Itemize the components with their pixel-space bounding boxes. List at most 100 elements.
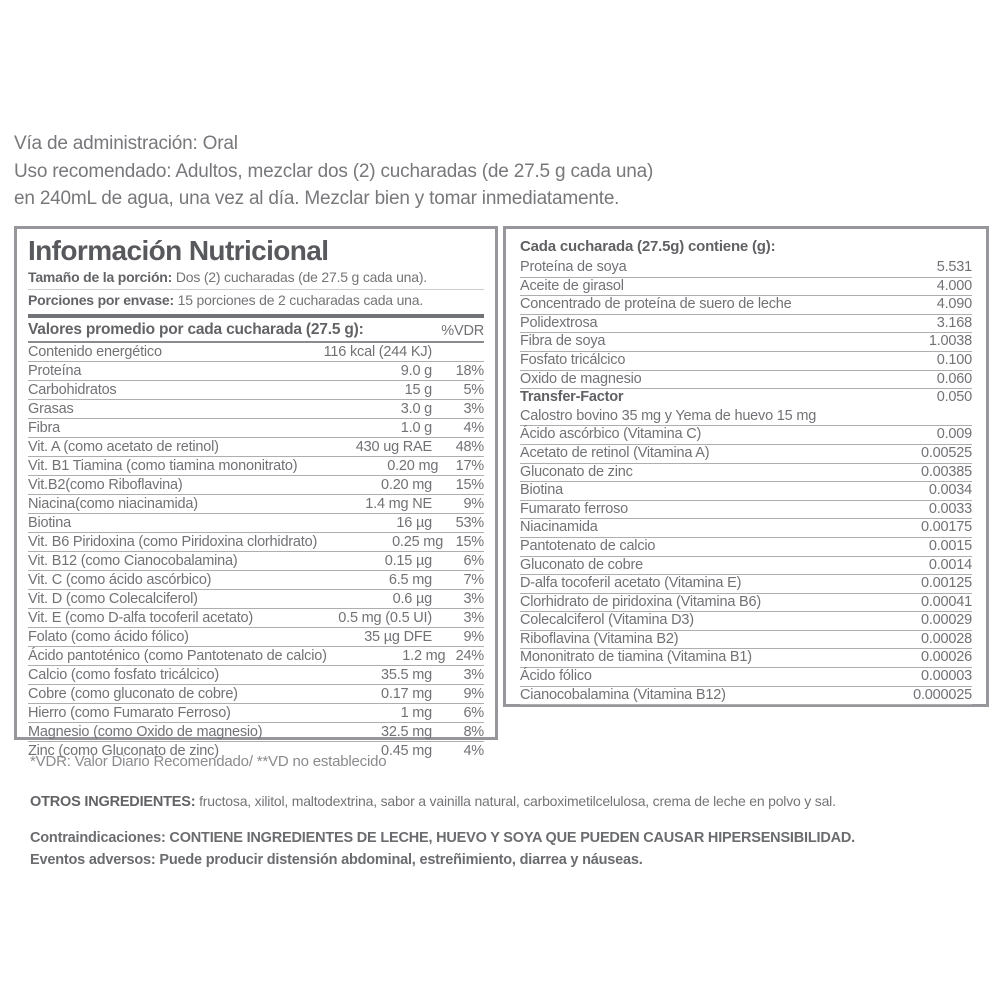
ingredient-grams: 0.060 bbox=[936, 370, 972, 387]
nutrient-row: Vit.B2(como Riboflavina) 0.20 mg 15% bbox=[28, 476, 484, 495]
nutrient-amount: 0.17 mg bbox=[381, 686, 432, 702]
ingredient-grams: 5.531 bbox=[936, 259, 972, 275]
ingredient-grams: 0.00003 bbox=[920, 668, 972, 685]
nutrient-name: Cobre (como gluconato de cobre) bbox=[28, 686, 238, 702]
nutrient-name: Magnesio (como Oxido de magnesio) bbox=[28, 724, 263, 740]
nutrient-amount: 116 kcal (244 KJ) bbox=[323, 344, 433, 360]
ingredient-grams: 0.050 bbox=[936, 389, 972, 406]
ingredient-name: Ácido fólico bbox=[520, 668, 592, 685]
serving-size-value: Dos (2) cucharadas (de 27.5 g cada una). bbox=[175, 269, 427, 285]
nutrient-amount: 15 g bbox=[404, 382, 433, 398]
ingredient-name: Acetato de retinol (Vitamina A) bbox=[520, 444, 710, 461]
nutrient-vdr-percent: 3% bbox=[463, 610, 484, 626]
nutrient-row: Hierro (como Fumarato Ferroso) 1 mg 6% bbox=[28, 704, 484, 723]
nutrient-vdr-percent: 7% bbox=[463, 572, 484, 588]
ingredient-row: Ácido fólico 0.00003 bbox=[520, 668, 972, 687]
nutrient-amount: 0.15 µg bbox=[384, 553, 432, 569]
adverse-events-text: Puede producir distensión abdominal, est… bbox=[155, 852, 643, 868]
ingredient-row: Clorhidrato de piridoxina (Vitamina B6) … bbox=[520, 594, 972, 613]
ingredient-name: Pantotenato de calcio bbox=[520, 537, 656, 554]
nutrient-row: Ácido pantoténico (como Pantotenato de c… bbox=[28, 647, 484, 666]
ingredient-row: Fibra de soya 1.0038 bbox=[520, 333, 972, 352]
nutrient-vdr-percent: 9% bbox=[463, 686, 484, 702]
ingredient-name: Gluconato de cobre bbox=[520, 556, 643, 573]
ingredient-name: Fibra de soya bbox=[520, 333, 606, 350]
ingredient-grams: 0.0033 bbox=[928, 500, 972, 517]
ingredient-grams: 0.100 bbox=[936, 351, 972, 368]
ingredient-name: Riboflavina (Vitamina B2) bbox=[520, 630, 679, 647]
nutrient-name: Vit. B12 (como Cianocobalamina) bbox=[28, 553, 238, 569]
nutrient-vdr-percent: 3% bbox=[463, 591, 484, 607]
servings-per-container-label: Porciones por envase: bbox=[28, 292, 174, 308]
nutrient-row: Vit. C (como ácido ascórbico) 6.5 mg 7% bbox=[28, 571, 484, 590]
nutrient-amount: 430 ug RAE bbox=[355, 439, 432, 455]
nutrient-amount: 35 µg DFE bbox=[364, 629, 432, 645]
nutrient-vdr-percent: 48% bbox=[455, 439, 485, 455]
ingredient-name: Gluconato de zinc bbox=[520, 463, 633, 480]
ingredient-name: Transfer-Factor bbox=[520, 389, 624, 406]
nutrient-vdr-percent: 18% bbox=[455, 363, 485, 379]
nutrient-name: Ácido pantoténico (como Pantotenato de c… bbox=[28, 648, 327, 664]
nutrient-name: Vit. D (como Colecalciferol) bbox=[28, 591, 198, 607]
ingredient-name: Polidextrosa bbox=[520, 314, 598, 331]
nutrient-row: Vit. A (como acetato de retinol) 430 ug … bbox=[28, 438, 484, 457]
nutrient-row: Fibra 1.0 g 4% bbox=[28, 419, 484, 438]
nutrient-amount: 1 mg bbox=[400, 705, 433, 721]
nutrient-name: Calcio (como fosfato tricálcico) bbox=[28, 667, 220, 683]
nutrient-row: Proteína 9.0 g 18% bbox=[28, 362, 484, 381]
ingredient-grams: 0.00525 bbox=[920, 444, 972, 461]
nutrient-amount: 0.20 mg bbox=[387, 458, 439, 474]
ingredient-grams: 0.0015 bbox=[928, 537, 972, 554]
other-ingredients-label: OTROS INGREDIENTES: bbox=[30, 794, 196, 810]
nutrient-vdr-percent: 9% bbox=[463, 629, 484, 645]
nutrient-amount: 35.5 mg bbox=[381, 667, 432, 683]
nutrient-amount: 1.4 mg NE bbox=[365, 496, 432, 512]
adverse-events-label: Eventos adversos: bbox=[30, 852, 156, 868]
ingredient-name: Proteína de soya bbox=[520, 259, 627, 275]
nutrient-vdr-percent: 9% bbox=[463, 496, 484, 512]
nutrient-name: Vit. E (como D-alfa tocoferil acetato) bbox=[28, 610, 254, 626]
ingredient-grams: 0.00175 bbox=[920, 519, 972, 536]
ingredient-name: Fumarato ferroso bbox=[520, 500, 629, 517]
serving-size-line: Tamaño de la porción: Dos (2) cucharadas… bbox=[28, 267, 484, 290]
other-ingredients: OTROS INGREDIENTES: fructosa, xilitol, m… bbox=[30, 793, 970, 810]
nutrient-row: Niacina(como niacinamida) 1.4 mg NE 9% bbox=[28, 495, 484, 514]
ingredient-name: Ácido ascórbico (Vitamina C) bbox=[520, 426, 702, 443]
ingredient-name: D-alfa tocoferil acetato (Vitamina E) bbox=[520, 575, 742, 592]
nutrient-name: Carbohidratos bbox=[28, 382, 117, 398]
ingredient-name: Calostro bovino 35 mg y Yema de huevo 15… bbox=[520, 407, 817, 424]
ingredient-name: Colecalciferol (Vitamina D3) bbox=[520, 612, 694, 629]
nutrient-name: Folato (como ácido fólico) bbox=[28, 629, 189, 645]
nutrient-row: Zinc (como Gluconato de zinc) 0.45 mg 4% bbox=[28, 742, 484, 761]
nutrient-row: Carbohidratos 15 g 5% bbox=[28, 381, 484, 400]
other-ingredients-text: fructosa, xilitol, maltodextrina, sabor … bbox=[195, 793, 836, 809]
nutrient-row: Vit. E (como D-alfa tocoferil acetato) 0… bbox=[28, 609, 484, 628]
nutrient-name: Zinc (como Gluconato de zinc) bbox=[28, 743, 219, 759]
nutrient-row: Vit. B1 Tiamina (como tiamina mononitrat… bbox=[28, 457, 484, 476]
ingredient-grams: 0.00041 bbox=[920, 593, 972, 610]
ingredient-row: Biotina 0.0034 bbox=[520, 482, 972, 501]
nutrient-name: Proteína bbox=[28, 363, 82, 379]
ingredient-row: Fumarato ferroso 0.0033 bbox=[520, 501, 972, 520]
ingredient-row: Cianocobalamina (Vitamina B12) 0.000025 bbox=[520, 687, 972, 706]
nutrient-vdr-percent: 8% bbox=[463, 724, 484, 740]
ingredient-row: Gluconato de cobre 0.0014 bbox=[520, 557, 972, 576]
panel-title: Información Nutricional bbox=[28, 235, 329, 266]
table-column-header: Valores promedio por cada cucharada (27.… bbox=[28, 318, 484, 343]
nutrient-name: Vit.B2(como Riboflavina) bbox=[28, 477, 183, 493]
contraindications-label: Contraindicaciones: bbox=[30, 830, 166, 846]
nutrient-row: Cobre (como gluconato de cobre) 0.17 mg … bbox=[28, 685, 484, 704]
serving-size-label: Tamaño de la porción: bbox=[28, 269, 173, 285]
ingredient-name: Concentrado de proteína de suero de lech… bbox=[520, 296, 792, 313]
ingredient-grams: 0.00026 bbox=[920, 649, 972, 666]
nutrient-name: Grasas bbox=[28, 401, 74, 417]
nutrient-amount: 0.45 mg bbox=[381, 743, 432, 759]
nutrient-vdr-percent: 17% bbox=[455, 458, 485, 474]
nutrient-row: Vit. B12 (como Cianocobalamina) 0.15 µg … bbox=[28, 552, 484, 571]
nutrient-vdr-percent: 5% bbox=[463, 382, 484, 398]
servings-per-container-line: Porciones por envase: 15 porciones de 2 … bbox=[28, 290, 484, 312]
nutrient-row: Vit. D (como Colecalciferol) 0.6 µg 3% bbox=[28, 590, 484, 609]
nutrient-vdr-percent: 15% bbox=[455, 534, 485, 550]
nutrient-name: Vit. A (como acetato de retinol) bbox=[28, 439, 219, 455]
nutrient-row: Calcio (como fosfato tricálcico) 35.5 mg… bbox=[28, 666, 484, 685]
